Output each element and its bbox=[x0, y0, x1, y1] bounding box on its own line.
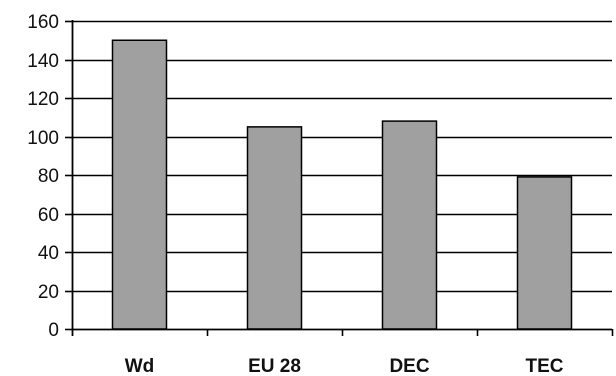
y-tick-label: 160 bbox=[27, 12, 59, 33]
bar-eu-28 bbox=[246, 126, 303, 330]
y-tick-label: 100 bbox=[27, 128, 59, 149]
y-tick-label: 120 bbox=[27, 89, 59, 110]
y-tick-label: 140 bbox=[27, 51, 59, 72]
y-tick-label: 40 bbox=[38, 243, 59, 264]
x-tick-label: TEC bbox=[526, 356, 564, 376]
y-tick-label: 80 bbox=[38, 166, 59, 187]
bar-tec bbox=[516, 176, 573, 330]
tick-labels: 0 20 40 60 80 100 120 140 160 Wd EU 28 DEC TEC bbox=[27, 12, 563, 376]
axes bbox=[65, 20, 614, 336]
y-tick-label: 60 bbox=[38, 205, 59, 226]
y-tick-label: 20 bbox=[38, 282, 59, 303]
y-tick-label: 0 bbox=[48, 320, 59, 341]
bars bbox=[111, 39, 573, 330]
x-tick-label: EU 28 bbox=[248, 356, 301, 376]
x-tick-label: Wd bbox=[125, 356, 155, 376]
bar-dec bbox=[381, 120, 438, 330]
bar-wd bbox=[111, 39, 168, 330]
x-tick-label: DEC bbox=[389, 356, 429, 376]
